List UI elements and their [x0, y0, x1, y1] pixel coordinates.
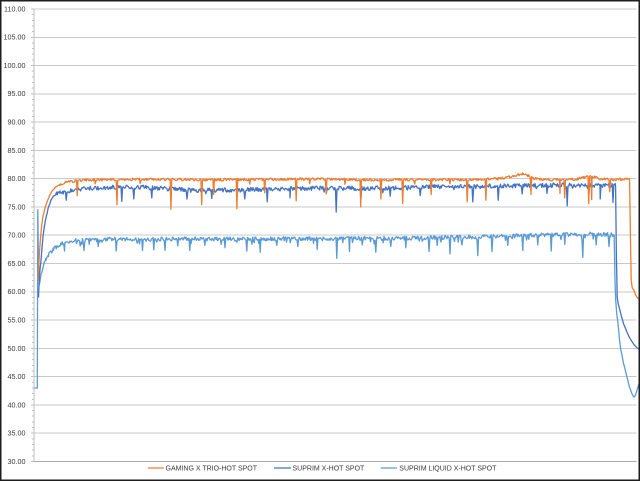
svg-text:65.00: 65.00 — [8, 259, 26, 268]
svg-text:60.00: 60.00 — [8, 287, 26, 296]
svg-text:40.00: 40.00 — [8, 400, 26, 409]
svg-text:35.00: 35.00 — [8, 429, 26, 438]
svg-text:GAMING X TRIO-HOT SPOT: GAMING X TRIO-HOT SPOT — [166, 465, 258, 472]
svg-text:SUPRIM LIQUID X-HOT SPOT: SUPRIM LIQUID X-HOT SPOT — [399, 465, 497, 472]
svg-text:110.00: 110.00 — [4, 4, 25, 13]
svg-text:85.00: 85.00 — [8, 146, 26, 155]
svg-text:100.00: 100.00 — [4, 61, 26, 70]
svg-text:75.00: 75.00 — [8, 202, 26, 211]
svg-text:95.00: 95.00 — [8, 89, 26, 98]
svg-text:105.00: 105.00 — [4, 33, 26, 42]
svg-text:70.00: 70.00 — [8, 231, 26, 240]
svg-text:30.00: 30.00 — [8, 457, 26, 466]
svg-text:80.00: 80.00 — [8, 174, 26, 183]
svg-text:55.00: 55.00 — [8, 316, 26, 325]
svg-text:90.00: 90.00 — [8, 118, 26, 127]
svg-text:50.00: 50.00 — [8, 344, 26, 353]
svg-text:45.00: 45.00 — [8, 372, 26, 381]
svg-text:SUPRIM X-HOT SPOT: SUPRIM X-HOT SPOT — [293, 465, 366, 472]
